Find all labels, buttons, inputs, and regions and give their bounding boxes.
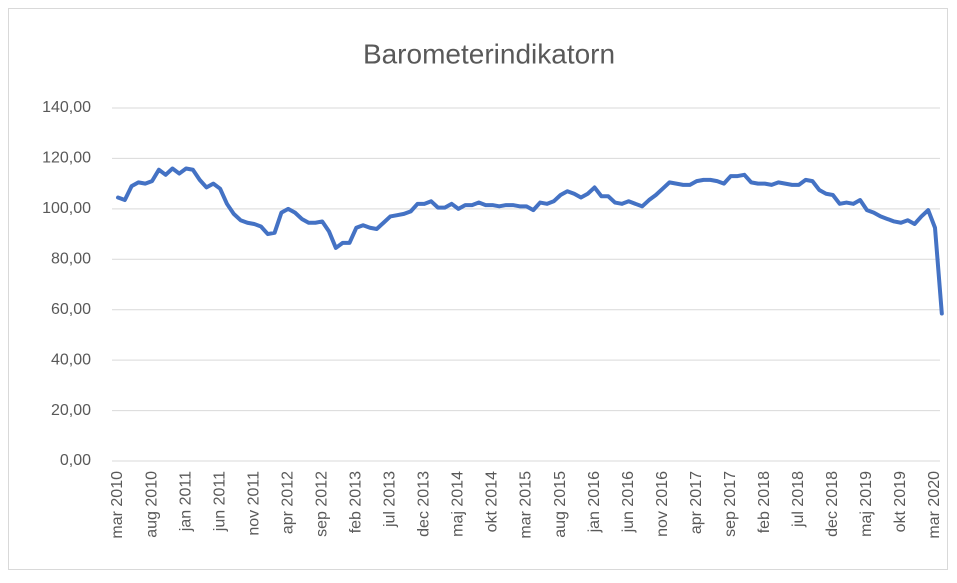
y-tick-label: 80,00 (51, 251, 91, 268)
x-tick-label: aug 2015 (552, 471, 569, 538)
x-tick-label: sep 2012 (313, 471, 330, 537)
x-tick-label: maj 2019 (858, 471, 875, 537)
x-tick-label: okt 2014 (484, 471, 501, 532)
x-tick-label: jul 2013 (382, 471, 399, 528)
x-tick-label: mar 2015 (518, 471, 535, 539)
x-tick-label: jun 2011 (211, 471, 228, 532)
x-tick-label: apr 2017 (688, 471, 705, 534)
y-tick-label: 20,00 (51, 402, 91, 419)
y-tick-label: 120,00 (42, 150, 91, 167)
x-tick-label: dec 2018 (824, 471, 841, 537)
x-tick-label: jan 2011 (177, 471, 194, 532)
x-tick-label: apr 2012 (279, 471, 296, 534)
x-tick-label: jun 2016 (620, 471, 637, 533)
x-tick-label: feb 2013 (348, 471, 365, 533)
x-tick-label: jan 2016 (586, 471, 603, 533)
y-tick-label: 0,00 (60, 452, 91, 469)
y-tick-label: 100,00 (42, 200, 91, 217)
x-tick-label: nov 2016 (654, 471, 671, 537)
chart-title: Barometerindikatorn (363, 38, 615, 69)
x-tick-label: maj 2014 (450, 471, 467, 537)
x-tick-label: dec 2013 (416, 471, 433, 537)
x-tick-label: mar 2020 (926, 471, 943, 539)
y-tick-label: 140,00 (42, 99, 91, 116)
x-tick-label: aug 2010 (143, 471, 160, 538)
x-tick-label: nov 2011 (245, 471, 262, 536)
x-tick-label: feb 2018 (756, 471, 773, 533)
y-tick-label: 60,00 (51, 301, 91, 318)
x-tick-label: okt 2019 (892, 471, 909, 532)
x-tick-label: jul 2018 (790, 471, 807, 528)
x-tick-label: mar 2010 (109, 471, 126, 539)
chart-border (8, 8, 948, 570)
line (116, 166, 944, 316)
x-tick-label: sep 2017 (722, 471, 739, 537)
y-tick-label: 40,00 (51, 351, 91, 368)
